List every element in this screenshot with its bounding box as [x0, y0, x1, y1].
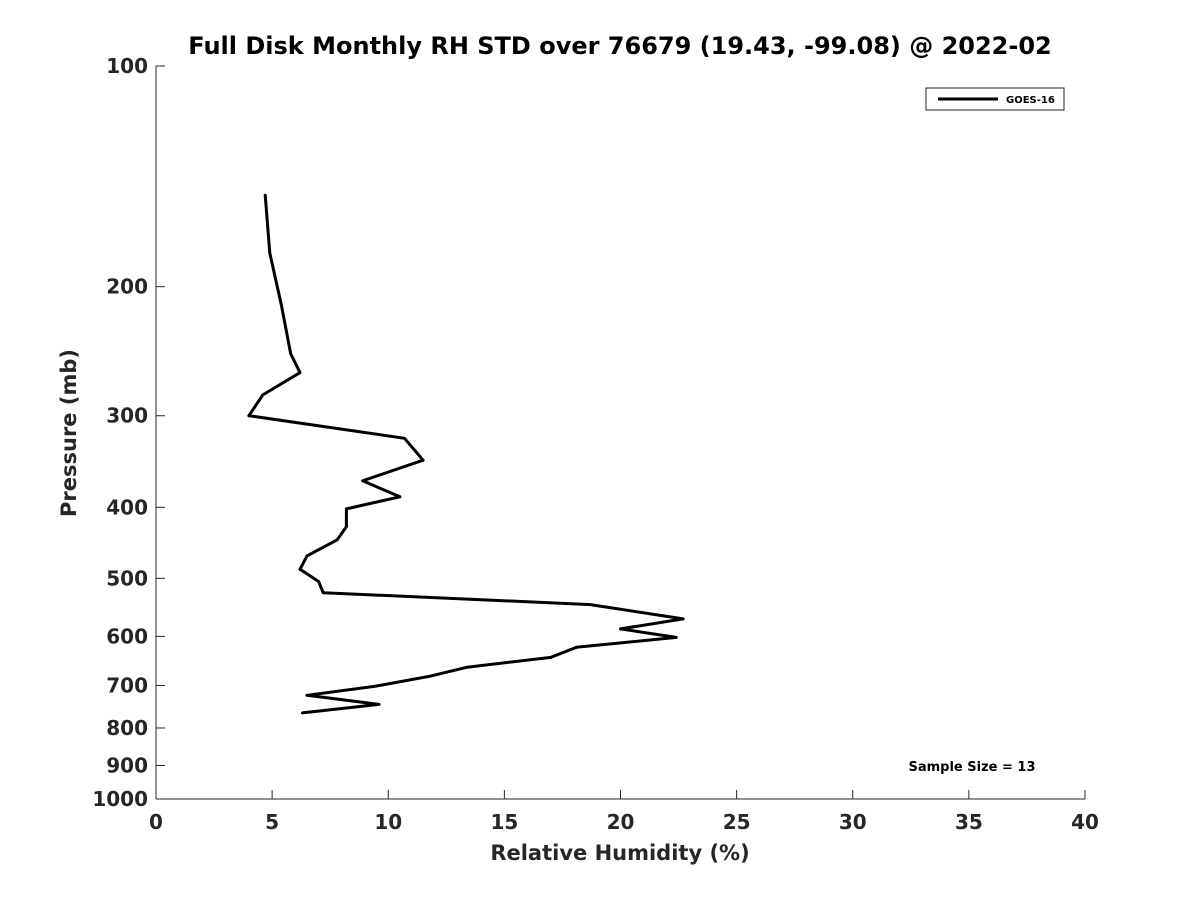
data-point — [588, 603, 592, 606]
y-tick-label: 500 — [106, 566, 148, 590]
data-point — [289, 352, 293, 356]
y-tick-label: 100 — [106, 54, 148, 78]
y-tick-label: 200 — [106, 275, 148, 299]
y-tick-label: 700 — [106, 673, 148, 697]
data-point — [247, 414, 251, 418]
data-point — [361, 479, 365, 483]
y-tick-label: 1000 — [92, 787, 148, 811]
x-tick-label: 40 — [1071, 810, 1099, 834]
x-tick-label: 35 — [955, 810, 983, 834]
data-point — [681, 617, 685, 621]
data-point — [619, 627, 622, 631]
plot-area: 0 5 10 15 20 25 30 35 40 100 200 300 400 500 600 700 80… — [92, 54, 1099, 834]
data-point — [549, 656, 553, 659]
data-point — [345, 525, 348, 528]
x-tick-label: 10 — [374, 810, 402, 834]
x-tick-label: 5 — [265, 810, 279, 834]
y-axis-label: Pressure (mb) — [57, 349, 81, 517]
data-point — [398, 495, 402, 499]
data-point — [372, 685, 376, 688]
data-point — [305, 693, 309, 697]
legend: GOES-16 — [925, 87, 1065, 111]
x-tick-label: 0 — [149, 810, 163, 834]
data-point — [428, 674, 432, 678]
data-point — [377, 703, 381, 706]
x-tick-label: 25 — [723, 810, 751, 834]
x-tick-label: 20 — [607, 810, 635, 834]
data-point — [421, 458, 425, 462]
data-point — [345, 507, 348, 511]
data-point — [317, 580, 320, 583]
legend-label: GOES-16 — [1006, 95, 1055, 106]
data-point — [575, 645, 578, 649]
y-tick-label: 300 — [106, 404, 148, 428]
y-tick-label: 600 — [106, 624, 148, 648]
y-tick-label: 800 — [106, 716, 148, 740]
data-point — [298, 371, 302, 374]
data-point — [403, 436, 406, 440]
data-point — [465, 665, 469, 669]
series-layer — [247, 193, 685, 715]
data-point — [300, 711, 304, 715]
sample-size-annotation: Sample Size = 13 — [908, 760, 1035, 775]
y-axis-ticks: 100 200 300 400 500 600 700 800 900 1000 — [92, 54, 165, 811]
data-point — [298, 567, 302, 571]
x-tick-label: 30 — [839, 810, 867, 834]
series-line — [247, 194, 685, 715]
x-tick-label: 15 — [490, 810, 518, 834]
data-point — [280, 303, 283, 307]
y-tick-label: 900 — [106, 753, 148, 777]
data-point — [305, 554, 309, 558]
x-axis-ticks: 0 5 10 15 20 25 30 35 40 — [149, 790, 1099, 834]
data-point — [263, 193, 267, 197]
y-tick-label: 400 — [106, 495, 148, 519]
x-axis-label: Relative Humidity (%) — [490, 841, 749, 865]
data-point — [261, 393, 265, 397]
data-point — [321, 591, 325, 595]
data-point — [335, 538, 339, 542]
chart-title: Full Disk Monthly RH STD over 76679 (19.… — [188, 32, 1051, 60]
data-point — [674, 636, 678, 639]
data-point — [268, 251, 272, 255]
